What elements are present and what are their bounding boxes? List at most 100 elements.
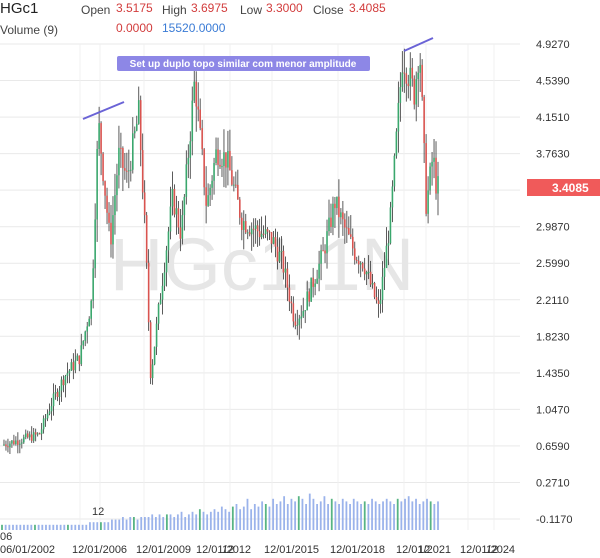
candle-body [58, 390, 61, 398]
candle-body [122, 148, 124, 169]
candle-body [256, 225, 259, 232]
volume-bar [151, 514, 154, 530]
candle-body [114, 195, 116, 216]
candle-body [231, 170, 233, 185]
candle-body [351, 236, 354, 249]
volume-bar [250, 509, 253, 530]
candle-body [96, 148, 98, 220]
volume-bar [415, 498, 417, 530]
candle-body [375, 297, 378, 301]
candle-body [185, 164, 188, 197]
y-tick-label: 4.5390 [536, 76, 570, 88]
candle-body [344, 219, 346, 228]
candle-body [373, 282, 376, 298]
candle-body [397, 102, 400, 132]
volume-bar [26, 524, 29, 530]
volume-bar [52, 524, 55, 530]
trendline-second-top[interactable] [403, 37, 434, 52]
open-label: Open [81, 3, 111, 17]
candle-body [423, 96, 425, 144]
candle-body [324, 250, 326, 254]
candle-body [320, 250, 322, 264]
volume-bar [268, 506, 271, 530]
low-label: Low [240, 3, 263, 17]
candle-body [147, 262, 150, 323]
volume-bar [396, 498, 399, 530]
candle-body [316, 278, 318, 284]
open-value: 3.5175 [116, 1, 153, 15]
candle-body [413, 78, 416, 105]
annotation-text: Set up duplo topo similar com menor ampl… [130, 59, 357, 70]
trendline-first-top[interactable] [82, 101, 125, 120]
high-value: 3.6975 [191, 1, 228, 15]
candle-body [405, 73, 408, 84]
x-tick-label: 12/01/2009 [136, 544, 191, 556]
volume-bar [323, 496, 326, 530]
candle-body [167, 231, 170, 251]
volume-bar [264, 504, 267, 530]
candle-body [270, 232, 273, 244]
x-tick-label: 12 [222, 544, 234, 556]
annotation-box[interactable] [117, 56, 370, 71]
volume-bar [184, 517, 187, 530]
volume-bar [349, 504, 351, 530]
candle-body [130, 169, 132, 171]
candle-body [19, 443, 21, 445]
volume-bar [187, 514, 190, 530]
candle-body [326, 231, 328, 254]
y-tick-label: 0.2710 [536, 477, 570, 489]
candle-body [44, 418, 47, 420]
candle-body [433, 157, 435, 162]
y-tick-label: 1.4350 [536, 368, 570, 380]
volume-bar [418, 504, 421, 530]
volume-bar [283, 496, 286, 530]
x-tick-label: 06/01/2002 [0, 544, 55, 556]
candle-body [11, 440, 13, 444]
candle-body [38, 433, 41, 435]
candle-body [9, 443, 11, 448]
candle-body [56, 392, 59, 398]
candle-body [363, 268, 366, 275]
candle-body [308, 291, 310, 302]
candle-body [177, 208, 180, 228]
volume-bar [4, 524, 7, 530]
volume-bar [147, 517, 150, 530]
candle-body [213, 162, 215, 181]
candle-body [78, 355, 81, 365]
candle-body [60, 379, 63, 391]
candle-body [48, 411, 51, 414]
candle-body [88, 318, 90, 327]
volume-bar [275, 504, 278, 530]
candle-body [300, 316, 303, 319]
candle-body [30, 434, 33, 441]
candle-body [98, 123, 100, 149]
candle-body [310, 277, 312, 302]
candle-body [389, 207, 392, 244]
candle-body [64, 375, 67, 386]
last-price-tag [527, 179, 600, 196]
candle-body [76, 355, 79, 361]
volume-bar [30, 524, 33, 530]
candle-body [52, 393, 55, 407]
candle-body [171, 188, 174, 207]
candle-body [135, 123, 138, 131]
candle-body [165, 250, 168, 273]
volume-bar [173, 517, 176, 530]
y-tick-label: -0.1170 [536, 514, 573, 526]
candle-body [244, 221, 247, 233]
candle-body [159, 299, 162, 305]
candle-body [191, 100, 194, 142]
candle-body [124, 168, 126, 171]
x-tick-label: 12/01/2015 [264, 544, 319, 556]
candle-body [28, 434, 31, 438]
candle-body [74, 360, 77, 371]
candle-body [183, 196, 186, 216]
candle-body [32, 432, 35, 441]
volume-bar [162, 517, 165, 530]
volume-bar [59, 524, 62, 530]
volume-bar [89, 522, 91, 530]
volume-bar [374, 501, 377, 530]
candle-body [391, 186, 394, 208]
